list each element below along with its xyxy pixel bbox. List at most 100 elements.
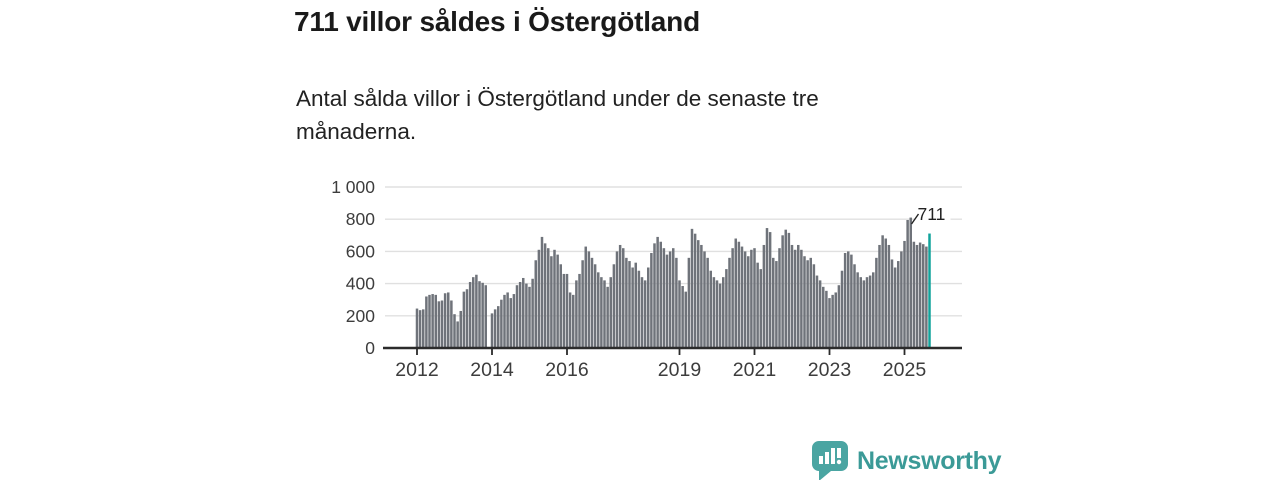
bar bbox=[472, 277, 475, 348]
bar bbox=[690, 228, 694, 348]
bar bbox=[737, 241, 741, 348]
annotation-value-label: 711 bbox=[918, 204, 946, 224]
bar bbox=[459, 310, 462, 348]
bar bbox=[840, 270, 844, 348]
highlighted-bar bbox=[928, 233, 931, 348]
bar bbox=[647, 267, 650, 348]
y-axis-tick-label: 800 bbox=[346, 209, 375, 229]
bar bbox=[440, 300, 444, 348]
bar bbox=[553, 249, 556, 348]
bar bbox=[665, 254, 669, 348]
bar bbox=[812, 264, 816, 348]
bar bbox=[728, 257, 731, 348]
bar bbox=[468, 281, 472, 348]
bar bbox=[743, 251, 747, 348]
page-title: 711 villor såldes i Östergötland bbox=[294, 6, 700, 37]
newsworthy-logo[interactable]: Newsworthy bbox=[812, 441, 1002, 480]
bar bbox=[700, 244, 703, 348]
bar bbox=[678, 280, 681, 348]
bar bbox=[422, 309, 425, 348]
bar bbox=[734, 238, 737, 348]
bar bbox=[759, 269, 762, 348]
bar bbox=[753, 248, 756, 348]
bar bbox=[897, 261, 900, 348]
bar bbox=[922, 244, 925, 348]
bar bbox=[506, 292, 509, 348]
bar bbox=[453, 314, 456, 348]
bar bbox=[456, 321, 459, 349]
bar bbox=[856, 272, 859, 348]
bar bbox=[568, 292, 572, 348]
x-axis-tick-label: 2023 bbox=[808, 359, 851, 381]
bar bbox=[709, 270, 712, 348]
bar bbox=[872, 272, 875, 348]
bar bbox=[578, 273, 581, 348]
bar bbox=[790, 244, 794, 348]
bar bbox=[659, 241, 662, 348]
bar bbox=[581, 260, 584, 348]
y-axis-tick-label: 400 bbox=[346, 274, 375, 294]
bar bbox=[793, 249, 797, 348]
bar bbox=[478, 281, 481, 348]
bar bbox=[618, 244, 622, 348]
bar bbox=[706, 257, 709, 348]
bar bbox=[481, 282, 484, 348]
bar bbox=[590, 257, 594, 348]
bar bbox=[653, 243, 656, 348]
bar bbox=[575, 280, 578, 348]
sales-bar-chart: 0 200 400 600 800 1 000 2012 2014 2016 2019 2021 20… bbox=[331, 177, 962, 381]
bar bbox=[587, 251, 591, 348]
bar bbox=[597, 272, 600, 348]
y-axis-tick-label: 600 bbox=[346, 241, 375, 261]
bar bbox=[512, 294, 516, 348]
bar bbox=[800, 249, 803, 348]
bar bbox=[893, 267, 897, 348]
bar bbox=[537, 249, 541, 348]
bar bbox=[497, 306, 500, 348]
bar bbox=[797, 244, 800, 348]
bar bbox=[612, 264, 616, 348]
bar bbox=[447, 292, 450, 348]
bar bbox=[722, 277, 725, 348]
bar bbox=[843, 253, 847, 348]
bar bbox=[606, 286, 609, 348]
y-axis-tick-label: 1 000 bbox=[331, 177, 375, 197]
bar bbox=[509, 298, 512, 348]
bar bbox=[431, 294, 434, 348]
bar bbox=[825, 290, 828, 348]
bar bbox=[540, 236, 544, 348]
bar bbox=[593, 264, 597, 348]
bar bbox=[631, 267, 634, 348]
x-axis-tick-label: 2012 bbox=[395, 359, 438, 381]
bar bbox=[787, 232, 791, 348]
bar bbox=[865, 277, 869, 348]
bar bbox=[684, 291, 687, 348]
bar bbox=[853, 264, 856, 348]
bar bbox=[806, 260, 809, 348]
bar bbox=[756, 262, 759, 348]
x-axis-tick-label: 2019 bbox=[658, 359, 701, 381]
bar bbox=[781, 235, 784, 348]
bar bbox=[703, 251, 706, 348]
bar bbox=[437, 301, 441, 348]
bar bbox=[543, 243, 547, 348]
bar bbox=[600, 277, 603, 348]
bar bbox=[887, 244, 891, 348]
bar bbox=[681, 286, 684, 348]
bar bbox=[672, 248, 675, 348]
bar bbox=[503, 294, 506, 348]
bar bbox=[884, 238, 887, 348]
bar bbox=[565, 273, 569, 348]
bar bbox=[878, 244, 881, 348]
bar bbox=[534, 260, 537, 348]
bar bbox=[890, 259, 894, 348]
bar bbox=[572, 294, 575, 348]
bar bbox=[847, 251, 850, 348]
bar bbox=[747, 256, 750, 348]
bar bbox=[556, 254, 559, 348]
bar bbox=[484, 285, 487, 348]
x-axis-tick-label: 2021 bbox=[733, 359, 776, 381]
bar bbox=[637, 270, 641, 348]
bar bbox=[650, 253, 653, 348]
